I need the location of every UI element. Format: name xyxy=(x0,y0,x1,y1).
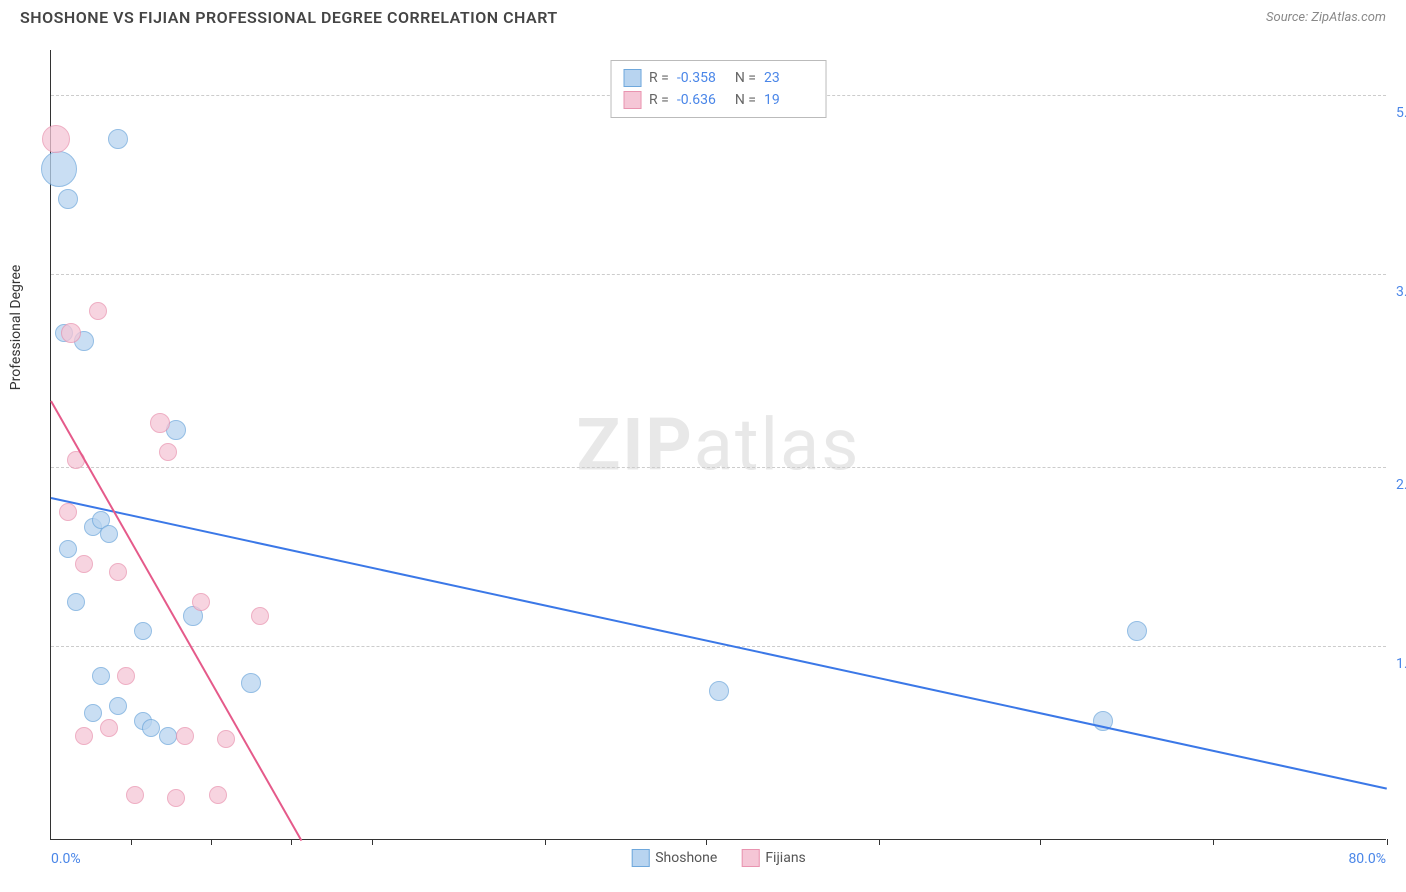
data-point xyxy=(134,622,152,640)
x-axis-max-label: 80.0% xyxy=(1348,851,1386,867)
data-point xyxy=(75,727,93,745)
series-legend-item: Fijians xyxy=(741,849,805,867)
data-point xyxy=(241,673,261,693)
watermark: ZIPatlas xyxy=(577,402,861,487)
series-legend: Shoshone Fijians xyxy=(631,849,806,867)
x-tick xyxy=(1040,839,1041,845)
y-axis-title: Professional Degree xyxy=(8,264,24,390)
stats-legend: R = -0.358 N = 23 R = -0.636 N = 19 xyxy=(610,60,827,118)
legend-swatch xyxy=(623,69,641,87)
watermark-bold: ZIP xyxy=(577,402,694,487)
data-point xyxy=(251,607,269,625)
x-axis-min-label: 0.0% xyxy=(51,851,81,867)
data-point xyxy=(117,667,135,685)
x-tick xyxy=(545,839,546,845)
legend-swatch xyxy=(623,91,641,109)
data-point xyxy=(709,681,729,701)
legend-swatch xyxy=(741,849,759,867)
x-tick xyxy=(1387,839,1388,845)
gridline xyxy=(51,646,1386,647)
data-point xyxy=(176,727,194,745)
data-point xyxy=(209,786,227,804)
x-tick xyxy=(706,839,707,845)
data-point xyxy=(192,593,210,611)
trend-line xyxy=(51,497,1387,790)
y-tick-label: 1.3% xyxy=(1396,656,1406,672)
x-tick xyxy=(372,839,373,845)
y-tick-label: 2.5% xyxy=(1396,477,1406,493)
data-point xyxy=(100,719,118,737)
data-point xyxy=(159,727,177,745)
series-legend-label: Shoshone xyxy=(655,850,717,866)
y-tick-label: 3.8% xyxy=(1396,284,1406,300)
data-point xyxy=(100,525,118,543)
data-point xyxy=(142,719,160,737)
data-point xyxy=(42,125,70,153)
r-value: -0.636 xyxy=(677,92,727,108)
data-point xyxy=(75,555,93,573)
data-point xyxy=(109,563,127,581)
chart-title: SHOSHONE VS FIJIAN PROFESSIONAL DEGREE C… xyxy=(20,8,558,27)
chart-header: SHOSHONE VS FIJIAN PROFESSIONAL DEGREE C… xyxy=(0,0,1406,31)
y-tick-label: 5.0% xyxy=(1396,105,1406,121)
stats-legend-row: R = -0.358 N = 23 xyxy=(623,67,814,89)
chart-source: Source: ZipAtlas.com xyxy=(1266,10,1386,25)
r-label: R = xyxy=(649,92,669,108)
gridline xyxy=(51,274,1386,275)
watermark-rest: atlas xyxy=(694,402,861,487)
series-legend-label: Fijians xyxy=(765,850,805,866)
data-point xyxy=(126,786,144,804)
data-point xyxy=(59,540,77,558)
data-point xyxy=(92,667,110,685)
chart-plot-area: ZIPatlas Professional Degree 5.0%3.8%2.5… xyxy=(50,50,1386,840)
data-point xyxy=(67,593,85,611)
data-point xyxy=(108,129,128,149)
x-tick xyxy=(131,839,132,845)
x-tick xyxy=(879,839,880,845)
data-point xyxy=(58,189,78,209)
data-point xyxy=(41,151,77,187)
data-point xyxy=(84,704,102,722)
x-tick xyxy=(211,839,212,845)
data-point xyxy=(109,697,127,715)
data-point xyxy=(1127,621,1147,641)
data-point xyxy=(61,323,81,343)
data-point xyxy=(159,443,177,461)
n-label: N = xyxy=(735,92,756,108)
n-value: 19 xyxy=(764,92,814,108)
series-legend-item: Shoshone xyxy=(631,849,717,867)
gridline xyxy=(51,467,1386,468)
n-label: N = xyxy=(735,70,756,86)
stats-legend-row: R = -0.636 N = 19 xyxy=(623,89,814,111)
x-tick xyxy=(1213,839,1214,845)
data-point xyxy=(59,503,77,521)
n-value: 23 xyxy=(764,70,814,86)
x-tick xyxy=(291,839,292,845)
r-label: R = xyxy=(649,70,669,86)
data-point xyxy=(89,302,107,320)
r-value: -0.358 xyxy=(677,70,727,86)
legend-swatch xyxy=(631,849,649,867)
data-point xyxy=(217,730,235,748)
data-point xyxy=(167,789,185,807)
data-point xyxy=(150,413,170,433)
